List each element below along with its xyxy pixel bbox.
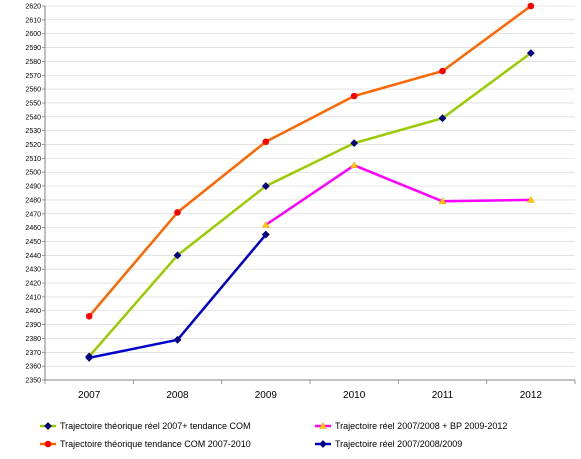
- y-tick-label: 2440: [25, 253, 41, 260]
- data-point: [261, 182, 270, 190]
- y-tick-label: 2390: [25, 322, 41, 329]
- x-tick-label: 2009: [255, 390, 278, 401]
- y-tick-label: 2370: [25, 350, 41, 357]
- y-tick-label: 2480: [25, 197, 41, 204]
- data-point: [526, 49, 535, 58]
- data-point: [262, 138, 270, 146]
- legend-marker: [319, 422, 327, 429]
- y-tick-label: 2570: [25, 73, 41, 80]
- series-3: [85, 230, 270, 362]
- legend-item: Trajectoire théorique tendance COM 2007-…: [40, 439, 251, 449]
- x-tick-label: 2011: [432, 390, 454, 401]
- legend-label: Trajectoire réel 2007/2008/2009: [335, 439, 462, 449]
- legend-item: Trajectoire réel 2007/2008 + BP 2009-201…: [315, 421, 507, 431]
- data-point: [439, 67, 446, 75]
- y-tick-label: 2420: [25, 281, 41, 288]
- data-point: [350, 161, 359, 169]
- legend-label: Trajectoire théorique tendance COM 2007-…: [60, 439, 251, 449]
- legend-marker: [44, 440, 52, 448]
- data-point: [526, 195, 535, 203]
- y-tick-label: 2450: [25, 239, 41, 246]
- data-point: [350, 139, 359, 148]
- series-line: [88, 52, 532, 358]
- data-point: [350, 92, 358, 100]
- y-tick-label: 2510: [25, 156, 41, 163]
- series-line: [265, 164, 531, 226]
- data-point: [261, 220, 270, 228]
- y-axis-ticks: 2350 2360 2370 2380 2390 2400 2410 2420 2430 2440…: [25, 4, 45, 385]
- axes: [44, 6, 575, 381]
- legend: Trajectoire théorique réel 2007+ tendanc…: [40, 421, 507, 449]
- series-0: [85, 49, 535, 361]
- legend-label: Trajectoire réel 2007/2008 + BP 2009-201…: [335, 421, 507, 431]
- legend-item: Trajectoire réel 2007/2008/2009: [315, 439, 462, 449]
- y-tick-label: 2530: [25, 128, 41, 135]
- data-point: [85, 312, 93, 320]
- data-point: [527, 2, 535, 10]
- gridlines: [45, 5, 575, 381]
- x-axis-ticks: 2007 2008 2009 2010 2011 2012: [44, 380, 576, 401]
- data-point: [85, 353, 94, 362]
- data-point: [173, 335, 182, 344]
- series-lines: [85, 2, 535, 362]
- y-tick-label: 2400: [25, 308, 41, 315]
- legend-marker: [319, 440, 327, 448]
- y-tick-label: 2580: [25, 59, 41, 66]
- y-tick-label: 2380: [25, 336, 41, 343]
- y-tick-label: 2470: [25, 211, 41, 218]
- data-point: [174, 209, 181, 216]
- legend-marker: [44, 422, 52, 430]
- data-point: [173, 251, 182, 260]
- y-tick-label: 2610: [25, 17, 41, 24]
- series-1: [85, 2, 535, 320]
- y-tick-label: 2490: [25, 184, 41, 191]
- y-tick-label: 2430: [25, 267, 41, 274]
- y-tick-label: 2600: [25, 31, 41, 38]
- y-tick-label: 2360: [25, 364, 41, 371]
- y-tick-label: 2560: [25, 87, 41, 94]
- y-tick-label: 2350: [25, 378, 41, 385]
- x-tick-label: 2012: [520, 390, 543, 401]
- legend-item: Trajectoire théorique réel 2007+ tendanc…: [40, 421, 251, 431]
- data-point: [438, 197, 447, 205]
- y-tick-label: 2520: [25, 142, 41, 149]
- x-tick-label: 2010: [343, 390, 366, 401]
- y-tick-label: 2500: [25, 170, 41, 177]
- legend-label: Trajectoire théorique réel 2007+ tendanc…: [60, 421, 251, 431]
- data-point: [261, 230, 270, 239]
- series-line: [88, 4, 532, 318]
- y-tick-label: 2620: [25, 4, 41, 11]
- x-tick-label: 2008: [166, 390, 189, 401]
- series-2: [261, 161, 535, 228]
- y-tick-label: 2540: [25, 114, 41, 121]
- y-tick-label: 2410: [25, 294, 41, 301]
- y-tick-label: 2590: [25, 45, 41, 52]
- data-point: [438, 114, 447, 123]
- y-tick-label: 2550: [25, 100, 41, 107]
- y-tick-label: 2460: [25, 225, 41, 232]
- x-tick-label: 2007: [78, 390, 101, 401]
